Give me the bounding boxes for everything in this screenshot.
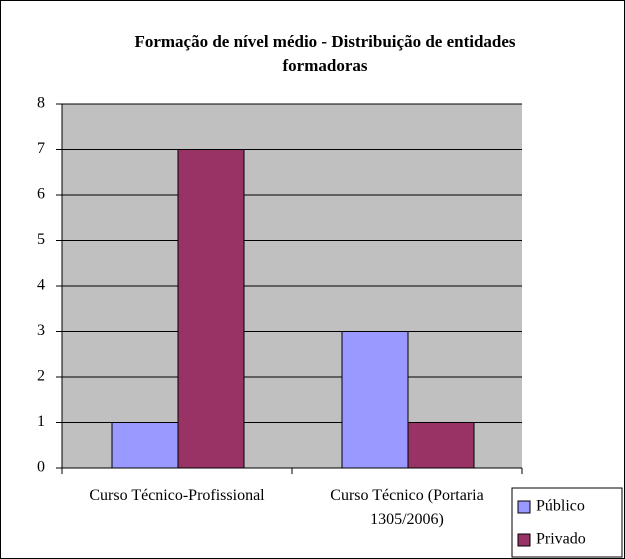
y-tick-label: 6: [37, 186, 45, 203]
y-tick-label: 2: [37, 368, 45, 385]
y-tick-label: 5: [37, 231, 45, 248]
y-tick-label: 3: [37, 322, 45, 339]
legend-swatch: [517, 533, 531, 547]
legend-label: Privado: [536, 531, 586, 548]
y-tick-label: 1: [37, 413, 45, 430]
bar: [407, 422, 475, 469]
y-tick-label: 7: [37, 140, 45, 157]
bar: [177, 149, 245, 469]
x-tick-label: Curso Técnico-Profissional: [89, 487, 265, 504]
legend-swatch: [517, 500, 531, 514]
y-tick-label: 4: [37, 277, 45, 294]
legend-label: Público: [536, 498, 585, 515]
bar: [341, 331, 409, 469]
chart-title: Formação de nível médio - Distribuição d…: [134, 32, 516, 75]
y-tick-label: 0: [37, 459, 45, 476]
bar: [111, 422, 179, 469]
x-tick-label: Curso Técnico (Portaria 1305/2006): [330, 487, 484, 528]
y-tick-label: 8: [37, 95, 45, 112]
